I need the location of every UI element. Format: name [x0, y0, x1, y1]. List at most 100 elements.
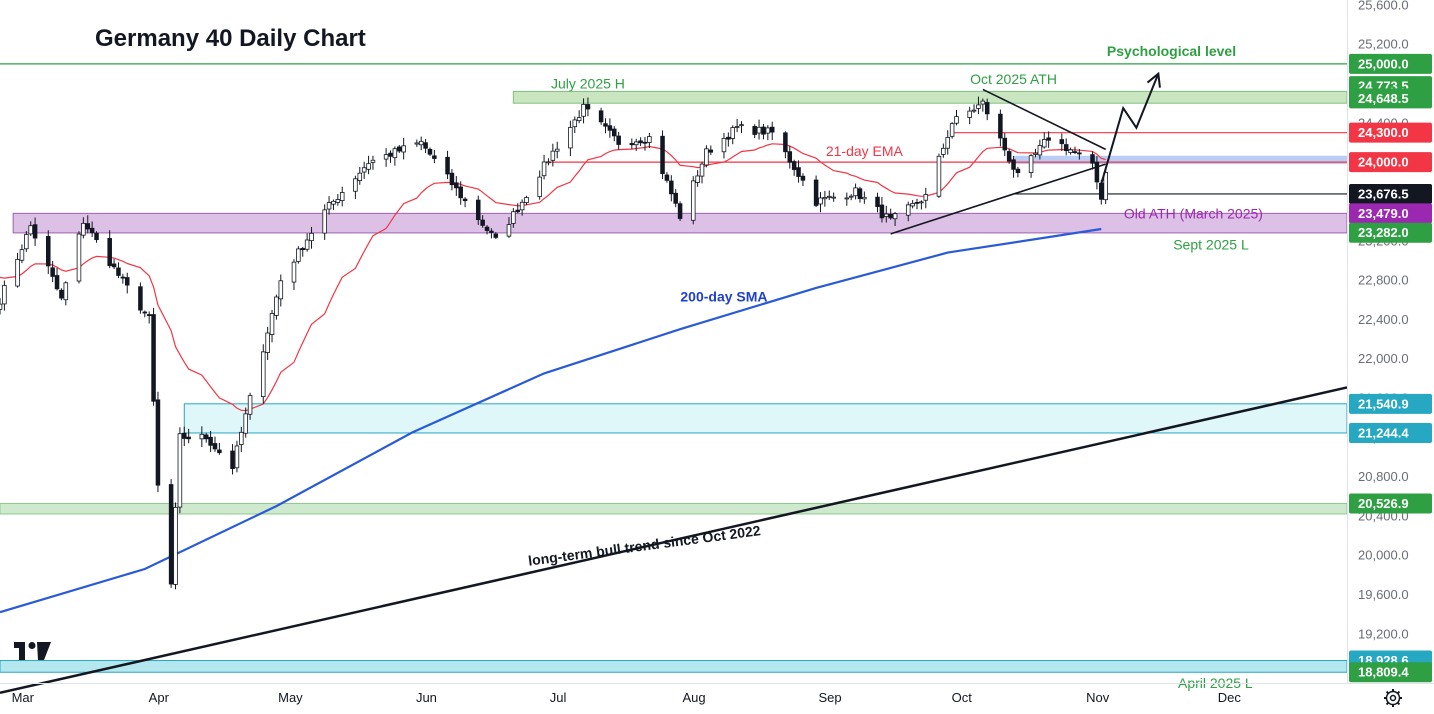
candle[interactable]: [300, 246, 306, 257]
candle[interactable]: [638, 137, 643, 146]
candle[interactable]: [217, 442, 222, 455]
candle[interactable]: [353, 175, 358, 199]
candle[interactable]: [489, 228, 494, 239]
candle[interactable]: [524, 195, 529, 206]
candle[interactable]: [454, 176, 459, 196]
candle[interactable]: [138, 282, 143, 314]
candle[interactable]: [296, 246, 301, 264]
candle[interactable]: [203, 432, 209, 443]
candle[interactable]: [976, 96, 981, 115]
candle[interactable]: [116, 262, 121, 279]
candle[interactable]: [752, 124, 757, 139]
candle[interactable]: [699, 161, 705, 184]
candle[interactable]: [629, 138, 635, 149]
candle[interactable]: [1059, 133, 1065, 151]
candle[interactable]: [690, 176, 696, 225]
candle[interactable]: [304, 233, 310, 252]
candle[interactable]: [695, 170, 700, 187]
candle[interactable]: [388, 150, 393, 163]
candle[interactable]: [541, 154, 547, 180]
candle[interactable]: [826, 190, 832, 201]
candle[interactable]: [15, 252, 20, 288]
candle[interactable]: [642, 137, 648, 151]
candle[interactable]: [853, 183, 858, 200]
candle[interactable]: [1041, 132, 1047, 149]
candle[interactable]: [607, 118, 613, 138]
candle[interactable]: [673, 189, 678, 208]
candle[interactable]: [787, 145, 793, 169]
candle[interactable]: [81, 217, 86, 239]
candle[interactable]: [612, 126, 617, 142]
candle[interactable]: [598, 107, 604, 125]
candle[interactable]: [177, 427, 183, 514]
candle[interactable]: [726, 132, 731, 147]
candle[interactable]: [1077, 148, 1082, 160]
time-axis[interactable]: Mar Apr May Jun Jul Aug Sep Oct Nov Dec: [12, 690, 1242, 705]
candle[interactable]: [361, 161, 367, 180]
candle[interactable]: [980, 98, 986, 112]
candle[interactable]: [1094, 155, 1100, 190]
candle[interactable]: [1006, 148, 1012, 164]
candle[interactable]: [892, 212, 898, 227]
candle[interactable]: [168, 479, 174, 588]
candle[interactable]: [475, 195, 481, 225]
candle[interactable]: [879, 197, 885, 223]
candle[interactable]: [884, 205, 889, 223]
candle[interactable]: [309, 226, 314, 249]
candle[interactable]: [423, 139, 428, 154]
candle[interactable]: [550, 143, 556, 167]
candle[interactable]: [418, 136, 424, 151]
candle[interactable]: [1002, 132, 1008, 156]
candle[interactable]: [458, 181, 463, 205]
candle[interactable]: [875, 192, 880, 213]
candle[interactable]: [756, 119, 762, 140]
candle[interactable]: [936, 153, 942, 198]
candle[interactable]: [1028, 154, 1034, 178]
candle[interactable]: [370, 155, 376, 170]
candle[interactable]: [432, 150, 437, 164]
candle[interactable]: [1011, 156, 1016, 178]
candle[interactable]: [888, 208, 893, 220]
candle[interactable]: [511, 208, 516, 228]
candle[interactable]: [63, 281, 69, 306]
candle[interactable]: [1072, 146, 1078, 155]
candle[interactable]: [120, 273, 126, 284]
candle[interactable]: [664, 172, 670, 183]
candle[interactable]: [173, 502, 178, 590]
candle[interactable]: [339, 186, 345, 207]
candle[interactable]: [984, 98, 990, 121]
candle[interactable]: [791, 159, 797, 176]
candle[interactable]: [269, 309, 275, 343]
candle[interactable]: [1063, 138, 1069, 156]
candle[interactable]: [949, 122, 955, 139]
candle[interactable]: [647, 132, 652, 149]
candle[interactable]: [739, 121, 744, 134]
candle[interactable]: [848, 194, 854, 201]
candle[interactable]: [1068, 147, 1073, 155]
candle[interactable]: [954, 109, 959, 126]
candle[interactable]: [945, 130, 950, 155]
candle[interactable]: [265, 326, 270, 361]
candle[interactable]: [1103, 166, 1108, 204]
candle[interactable]: [247, 392, 253, 420]
candle[interactable]: [581, 98, 586, 124]
candle[interactable]: [239, 426, 244, 452]
candle[interactable]: [546, 158, 551, 166]
candle[interactable]: [151, 307, 156, 406]
candle[interactable]: [111, 258, 117, 270]
candle[interactable]: [19, 244, 25, 264]
candle[interactable]: [449, 169, 455, 191]
candle[interactable]: [322, 204, 327, 240]
candle[interactable]: [660, 130, 665, 180]
candle[interactable]: [50, 261, 55, 283]
candle[interactable]: [89, 221, 95, 237]
candle[interactable]: [998, 109, 1003, 147]
candle[interactable]: [603, 118, 608, 134]
candle[interactable]: [1033, 148, 1038, 158]
settings-gear-icon[interactable]: [1384, 689, 1402, 707]
candle[interactable]: [708, 145, 714, 156]
candle[interactable]: [182, 426, 187, 447]
candle[interactable]: [519, 199, 525, 216]
candle[interactable]: [59, 288, 64, 301]
